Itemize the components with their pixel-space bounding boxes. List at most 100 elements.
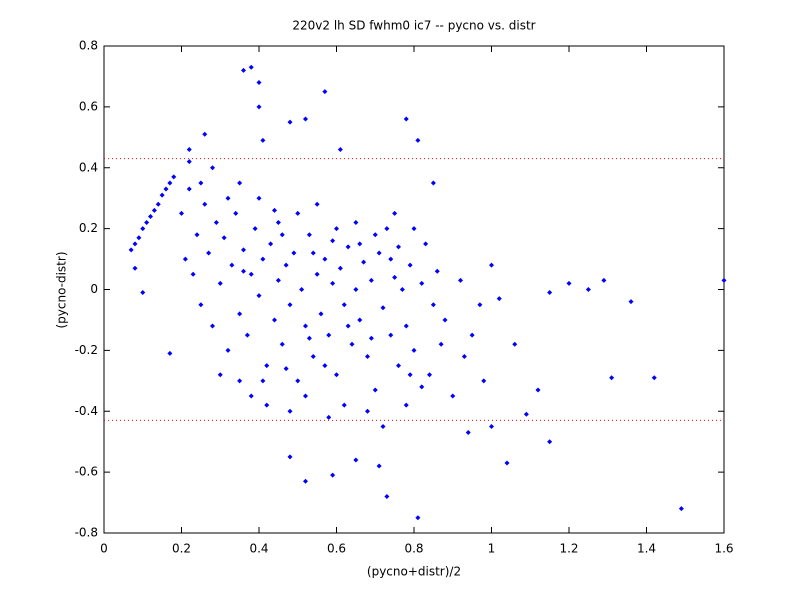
point <box>337 265 343 271</box>
point <box>291 250 297 256</box>
point <box>322 89 328 95</box>
point <box>334 226 339 232</box>
point <box>303 116 308 122</box>
point <box>353 457 359 463</box>
point <box>372 387 378 393</box>
point <box>547 439 553 445</box>
point <box>206 250 212 256</box>
y-axis-label: (pycno-distr) <box>55 251 69 328</box>
point <box>523 411 529 417</box>
point <box>272 207 277 213</box>
point <box>628 299 634 305</box>
point <box>256 195 262 201</box>
point <box>403 116 409 122</box>
point <box>368 277 374 283</box>
point <box>504 460 510 466</box>
point <box>450 393 456 399</box>
point <box>392 274 398 280</box>
point <box>396 363 401 369</box>
x-tick-label: 1.4 <box>637 542 656 556</box>
point <box>430 180 436 186</box>
point <box>256 293 262 299</box>
point <box>372 232 378 238</box>
point <box>376 250 382 256</box>
point <box>217 372 223 378</box>
x-tick-label: 0.6 <box>327 542 346 556</box>
y-tick-label: 0 <box>90 282 98 296</box>
point <box>461 353 467 359</box>
point <box>260 256 266 262</box>
point <box>415 137 421 143</box>
point <box>144 220 150 226</box>
point <box>423 241 429 247</box>
point <box>159 192 165 198</box>
chart-title: 220v2 lh SD fwhm0 ic7 -- pycno vs. distr <box>292 19 535 33</box>
point <box>306 335 312 341</box>
point <box>198 302 204 308</box>
point <box>547 290 553 296</box>
point <box>202 201 208 207</box>
point <box>489 262 494 268</box>
point <box>438 341 444 347</box>
point <box>275 220 281 226</box>
point <box>186 186 192 192</box>
y-tick-label: -0.6 <box>75 465 98 479</box>
point <box>186 146 192 152</box>
point <box>535 387 541 393</box>
point <box>155 201 161 207</box>
point <box>237 311 243 317</box>
point <box>434 268 440 274</box>
point <box>248 271 254 277</box>
point <box>458 277 463 283</box>
point <box>326 332 332 338</box>
point <box>244 332 250 338</box>
point <box>403 323 409 329</box>
point <box>241 67 246 73</box>
point <box>190 271 196 277</box>
point <box>241 247 246 253</box>
point <box>419 280 425 286</box>
point <box>233 210 239 216</box>
point <box>609 375 615 381</box>
point <box>295 210 301 216</box>
point <box>496 296 502 302</box>
point <box>221 235 227 241</box>
point <box>202 131 208 137</box>
point <box>225 347 231 353</box>
point <box>283 366 289 372</box>
point <box>345 323 351 329</box>
point <box>477 302 483 308</box>
point <box>357 241 363 247</box>
y-tick-label: -0.4 <box>75 404 98 418</box>
point <box>295 378 301 384</box>
point <box>264 363 270 369</box>
point <box>272 317 277 323</box>
point <box>225 195 231 201</box>
point <box>148 213 153 219</box>
point <box>330 280 336 286</box>
point <box>260 137 266 143</box>
point <box>345 244 351 250</box>
point <box>349 341 355 347</box>
point <box>132 241 138 247</box>
point <box>299 287 305 292</box>
point <box>585 287 591 292</box>
point <box>314 271 320 277</box>
y-tick-label: 0.8 <box>79 39 98 53</box>
point <box>213 220 219 226</box>
x-tick-label: 0 <box>100 542 108 556</box>
point <box>256 104 262 110</box>
x-tick-label: 0.4 <box>249 542 268 556</box>
point <box>357 317 363 323</box>
point <box>194 232 200 238</box>
point <box>365 408 370 414</box>
point <box>275 277 281 283</box>
point <box>392 210 398 216</box>
point <box>341 402 347 408</box>
point <box>326 414 332 420</box>
point <box>237 180 243 186</box>
point <box>334 372 339 378</box>
point <box>287 454 293 460</box>
